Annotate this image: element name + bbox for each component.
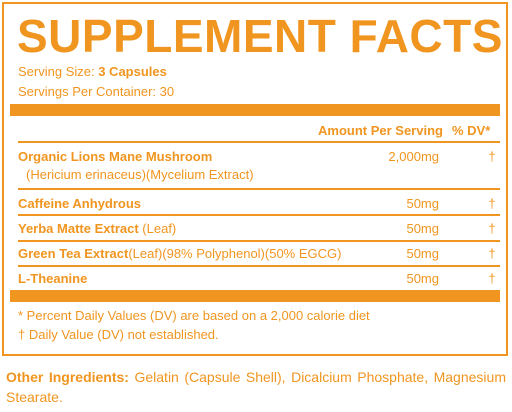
ingredient-dv: † [488,196,496,211]
row-divider [18,214,500,216]
ingredient-row-name: Green Tea Extract(Leaf)(98% Polyphenol)(… [18,246,342,261]
ingredient-row-name: L-Theanine [18,271,88,286]
ingredient-row-name: Organic Lions Mane Mushroom [18,149,213,164]
footnote-percent-dv: * Percent Daily Values (DV) are based on… [18,308,370,323]
ingredient-row-name: Caffeine Anhydrous [18,196,142,211]
ingredient-amount: 2,000mg [388,149,439,164]
ingredient-row-name: Yerba Matte Extract (Leaf) [18,221,177,236]
footnote-dv-not-established: † Daily Value (DV) not established. [18,327,219,342]
servings-per-container: Servings Per Container: 30 [18,84,175,99]
supplement-facts-panel: SUPPLEMENT FACTS Serving Size: 3 Capsule… [2,2,508,356]
row-divider [18,188,500,190]
dv-header: % DV* [452,123,491,138]
ingredient-amount: 50mg [406,196,439,211]
serving-size-value: 3 Capsules [98,64,167,79]
serving-size: Serving Size: 3 Capsules [18,64,167,79]
row-divider [18,240,500,242]
ingredient-dv: † [488,246,496,261]
ingredient-amount: 50mg [406,271,439,286]
header-divider [18,141,500,143]
thick-divider-bottom [10,290,500,302]
ingredient-row-detail: (Hericium erinaceus)(Mycelium Extract) [26,167,254,182]
ingredient-dv: † [488,149,496,164]
ingredient-dv: † [488,221,496,236]
row-divider [18,265,500,267]
other-ingredients-label: Other Ingredients: [6,369,129,385]
amount-per-serving-header: Amount Per Serving [318,123,443,138]
serving-size-label: Serving Size: [18,64,95,79]
thick-divider-top [10,104,500,116]
panel-title: SUPPLEMENT FACTS [17,10,503,62]
other-ingredients: Other Ingredients: Gelatin (Capsule Shel… [6,367,506,407]
ingredient-amount: 50mg [406,246,439,261]
ingredient-dv: † [488,271,496,286]
ingredient-amount: 50mg [406,221,439,236]
other-ingredients-text: Gelatin (Capsule Shell), Dicalcium Phosp… [6,369,506,405]
